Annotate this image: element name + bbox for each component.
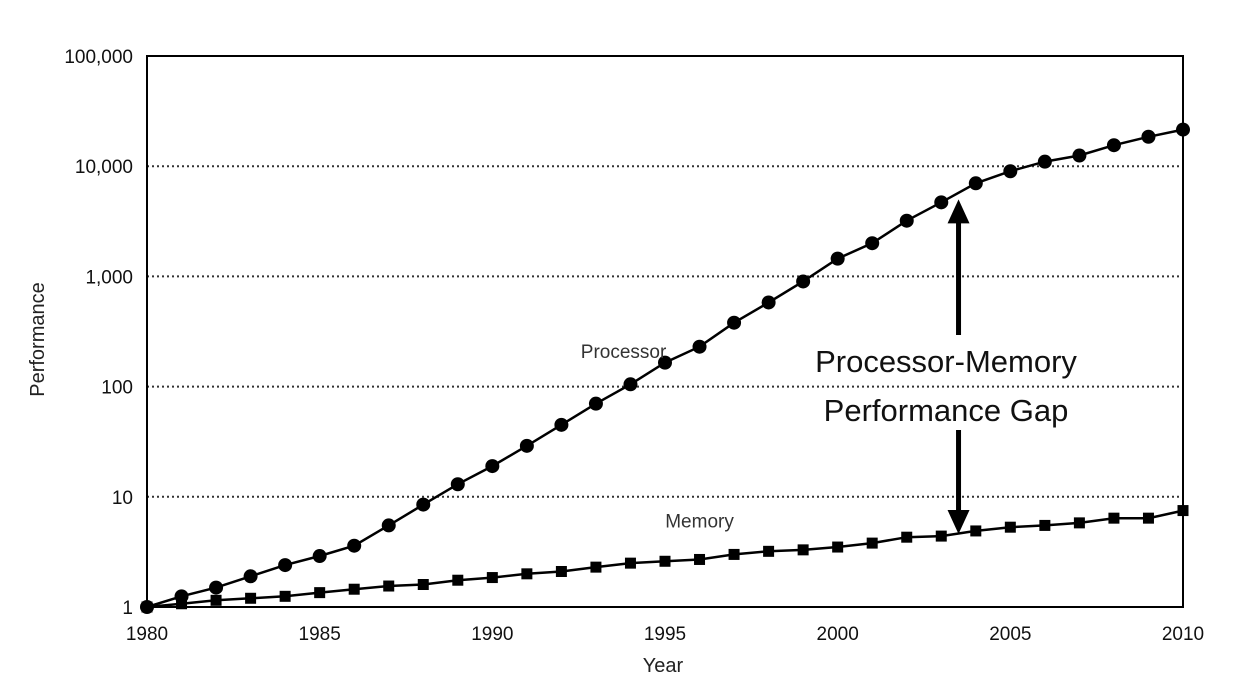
memory-series-label: Memory bbox=[665, 511, 734, 532]
memory-point bbox=[176, 598, 188, 610]
x-tick-label: 2005 bbox=[989, 624, 1031, 645]
memory-point bbox=[694, 553, 706, 565]
y-tick-label: 1 bbox=[122, 598, 133, 619]
y-axis-ticks: 1 10 100 1,000 10,000 100,000 bbox=[64, 47, 133, 619]
x-tick-label: 1985 bbox=[299, 624, 341, 645]
memory-point bbox=[417, 579, 429, 591]
series-markers bbox=[140, 122, 1190, 614]
gap-label-line1: Processor-Memory bbox=[815, 344, 1077, 379]
memory-point bbox=[314, 587, 326, 599]
processor-point bbox=[485, 459, 500, 474]
memory-point bbox=[141, 601, 153, 613]
y-tick-label: 100,000 bbox=[64, 47, 133, 68]
memory-point bbox=[279, 590, 291, 602]
x-tick-label: 2000 bbox=[817, 624, 859, 645]
memory-point bbox=[935, 530, 947, 542]
x-axis-ticks: 1980 1985 1990 1995 2000 2005 2010 bbox=[126, 624, 1204, 645]
y-tick-label: 100 bbox=[101, 378, 133, 399]
memory-point bbox=[245, 592, 257, 604]
memory-point bbox=[832, 541, 844, 553]
memory-point bbox=[763, 545, 775, 557]
processor-point bbox=[243, 569, 258, 584]
processor-point bbox=[692, 339, 707, 354]
y-axis-label: Performance bbox=[27, 282, 49, 397]
processor-point bbox=[381, 518, 396, 533]
processor-point bbox=[796, 274, 811, 289]
processor-point bbox=[278, 558, 293, 573]
memory-point bbox=[866, 537, 878, 549]
memory-point bbox=[486, 572, 498, 584]
memory-point bbox=[521, 568, 533, 580]
memory-point bbox=[901, 531, 913, 543]
memory-point bbox=[348, 583, 360, 595]
memory-point bbox=[1108, 512, 1120, 524]
processor-point bbox=[416, 497, 431, 512]
memory-point bbox=[624, 557, 636, 569]
memory-point bbox=[1142, 512, 1154, 524]
memory-point bbox=[1004, 521, 1016, 533]
x-tick-label: 1995 bbox=[644, 624, 686, 645]
processor-point bbox=[588, 396, 603, 411]
processor-series-label: Processor bbox=[581, 342, 667, 363]
gridlines bbox=[147, 165, 1183, 498]
memory-point bbox=[590, 561, 602, 573]
processor-point bbox=[1037, 154, 1052, 169]
processor-point bbox=[1072, 148, 1087, 163]
processor-point bbox=[1106, 138, 1121, 153]
memory-point bbox=[970, 525, 982, 537]
processor-point bbox=[450, 477, 465, 492]
memory-point bbox=[383, 580, 395, 592]
processor-point bbox=[830, 251, 845, 266]
x-tick-label: 1980 bbox=[126, 624, 168, 645]
processor-point bbox=[865, 236, 880, 251]
processor-point bbox=[899, 213, 914, 228]
processor-point bbox=[761, 295, 776, 310]
memory-point bbox=[1177, 505, 1189, 517]
gap-arrow-up-head bbox=[947, 199, 970, 224]
memory-point bbox=[659, 555, 671, 567]
memory-point bbox=[452, 574, 464, 586]
memory-point bbox=[210, 594, 222, 606]
y-tick-label: 1,000 bbox=[85, 267, 133, 288]
processor-point bbox=[934, 195, 949, 210]
x-tick-label: 1990 bbox=[471, 624, 513, 645]
gap-arrow-down-head bbox=[947, 509, 970, 534]
processor-point bbox=[312, 549, 327, 564]
processor-point bbox=[209, 580, 224, 595]
memory-point bbox=[797, 544, 809, 556]
processor-point bbox=[727, 315, 742, 330]
processor-point bbox=[658, 355, 672, 370]
y-tick-label: 10,000 bbox=[75, 157, 133, 178]
memory-point bbox=[1039, 519, 1051, 531]
processor-point bbox=[347, 538, 362, 553]
plot-frame bbox=[146, 55, 1184, 608]
processor-point bbox=[554, 417, 569, 432]
processor-point bbox=[1141, 129, 1156, 144]
memory-point bbox=[728, 548, 740, 560]
memory-point bbox=[1073, 517, 1085, 529]
y-tick-label: 10 bbox=[112, 488, 133, 509]
gap-label-line2: Performance Gap bbox=[824, 393, 1069, 428]
memory-point bbox=[555, 565, 567, 577]
processor-point bbox=[623, 377, 638, 392]
gap-annotation: Processor-Memory Performance Gap bbox=[815, 199, 1077, 534]
processor-point bbox=[519, 438, 534, 453]
x-axis-label: Year bbox=[643, 655, 684, 677]
processor-point bbox=[1003, 164, 1018, 179]
processor-point bbox=[968, 176, 983, 191]
x-tick-label: 2010 bbox=[1162, 624, 1204, 645]
processor-point bbox=[1176, 122, 1190, 137]
